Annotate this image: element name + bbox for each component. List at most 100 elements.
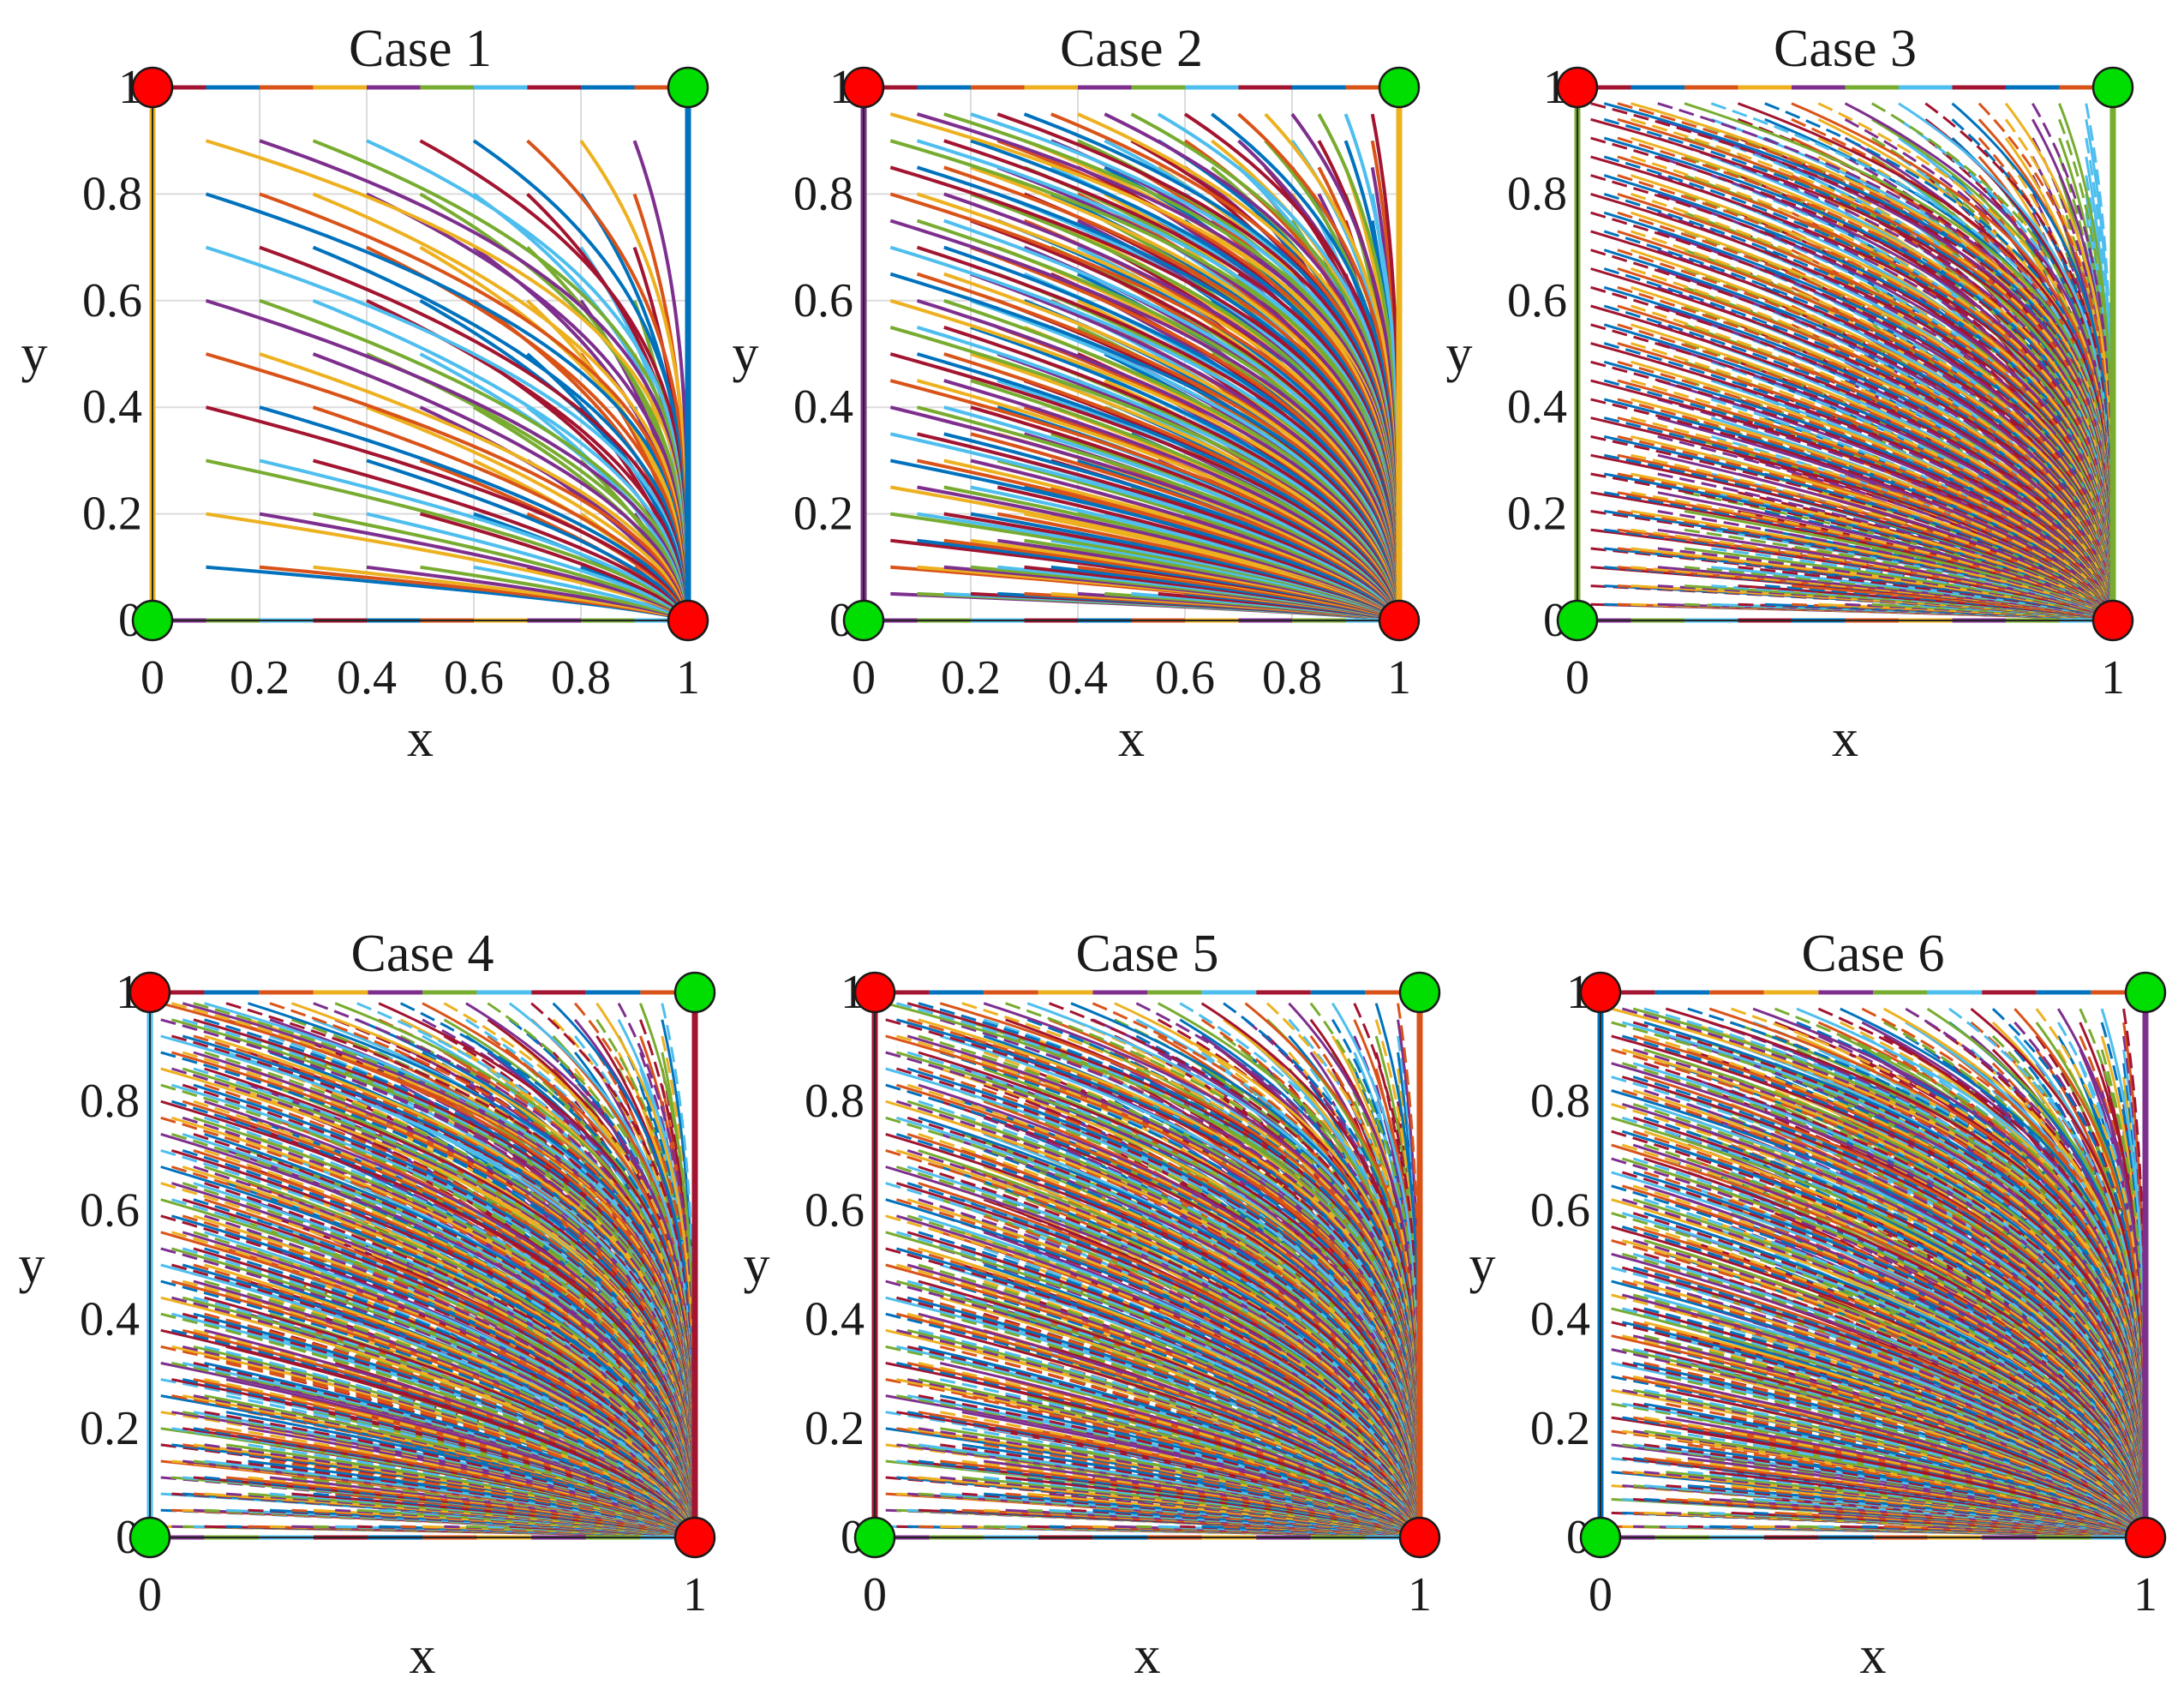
red-corner-marker [1556,66,1599,109]
chart-title: Case 2 [1060,20,1203,78]
red-corner-marker [129,971,171,1014]
trajectory-line [1643,1089,2145,1537]
y-axis-label: y [1446,325,1473,383]
x-axis-label: x [1832,710,1858,768]
trajectory-line [638,1019,695,1537]
trajectory-series [889,112,1399,620]
y-tick-label: 0.4 [805,1293,865,1346]
trajectory-line [1666,1402,2145,1537]
y-tick-label: 0.4 [793,381,853,434]
trajectory-line [206,565,688,620]
x-tick-label: 1 [2133,1568,2157,1621]
chart-title: Case 1 [349,20,492,78]
y-tick-label: 0.4 [1507,381,1567,434]
y-tick-label: 0.4 [82,381,142,434]
trajectory-series [205,139,688,620]
trajectory-line [1632,1184,2145,1537]
trajectory-line [1617,285,2113,620]
green-corner-marker [1556,599,1599,642]
y-tick-label: 0.6 [1507,274,1567,327]
red-corner-marker [131,66,174,109]
trajectory-line [1611,1102,2145,1537]
trajectory-line [1631,491,2113,620]
trajectory-line [171,1198,695,1537]
trajectory-line [1657,174,2113,620]
trajectory-line [443,1002,695,1537]
red-corner-marker [1398,1516,1441,1559]
chart-title: Case 3 [1774,20,1917,78]
trajectory-line [895,1067,1420,1537]
red-corner-marker [2091,599,2134,642]
trajectory-line [1621,1143,2145,1537]
green-corner-marker [131,599,174,642]
trajectory-line [1774,1007,2145,1537]
y-tick-label: 0.2 [805,1402,865,1455]
trajectory-line [2079,1008,2145,1537]
trajectory-line [204,1018,695,1537]
trajectory-line [617,1002,695,1537]
x-axis-label: x [407,710,434,768]
x-axis-label: x [1118,710,1145,768]
y-tick-label: 0.4 [1530,1293,1590,1346]
x-tick-label: 0.8 [1262,651,1322,704]
y-axis-label: y [1469,1236,1496,1294]
trajectory-line [1590,285,2113,620]
green-corner-marker [1398,971,1441,1014]
trajectory-line [1611,1293,2145,1537]
y-tick-label: 0.2 [1507,488,1567,541]
red-corner-marker [853,971,896,1014]
trajectory-line [1951,155,2113,620]
green-corner-marker [2091,66,2134,109]
x-axis-label: x [410,1627,436,1685]
trajectory-line [918,1394,1420,1537]
trajectory-line [939,1214,1420,1537]
y-tick-label: 0.2 [793,488,853,541]
trajectory-line [160,1279,695,1537]
x-tick-label: 0.6 [1155,651,1215,704]
green-corner-marker [667,66,709,109]
trajectory-line [1603,304,2113,620]
trajectory-line [1631,304,2113,620]
y-tick-label: 0.2 [82,488,142,541]
trajectory-line [1590,211,2113,620]
trajectory-line [907,1116,1420,1537]
chart-title: Case 5 [1075,925,1218,983]
trajectory-line [1617,398,2113,620]
trajectory-series [160,1002,695,1537]
x-tick-label: 0.2 [941,651,1001,704]
trajectory-line [1764,102,2113,620]
y-tick-label: 0.6 [80,1184,140,1237]
y-tick-label: 0.8 [80,1075,140,1128]
trajectory-line [895,1132,1420,1537]
y-tick-label: 0.8 [82,167,142,220]
trajectory-line [1621,1198,2145,1537]
trajectory-line [1657,360,2113,620]
x-tick-label: 0 [138,1568,162,1621]
trajectory-line [885,1279,1420,1537]
trajectory-line [1687,1007,2145,1537]
trajectory-line [182,1116,695,1537]
trajectory-series [1611,1007,2145,1537]
trajectory-line [171,1132,695,1537]
trajectory-line [1643,1388,2145,1537]
trajectory-line [204,1051,695,1537]
trajectory-line [1817,102,2113,620]
trajectory-line [1924,102,2113,620]
y-tick-label: 0.6 [793,274,853,327]
trajectory-line [1631,192,2113,620]
x-tick-label: 0.4 [1048,651,1108,704]
trajectory-line [918,1328,1420,1537]
y-tick-label: 0.8 [793,167,853,220]
trajectory-line [269,1492,695,1537]
trajectory-line [1617,136,2113,620]
y-tick-label: 0.6 [805,1184,865,1237]
trajectory-line [225,1362,695,1537]
trajectory-line [939,1279,1420,1537]
x-tick-label: 0.4 [337,651,397,704]
red-corner-marker [673,1516,716,1559]
x-tick-label: 0 [1589,1568,1613,1621]
